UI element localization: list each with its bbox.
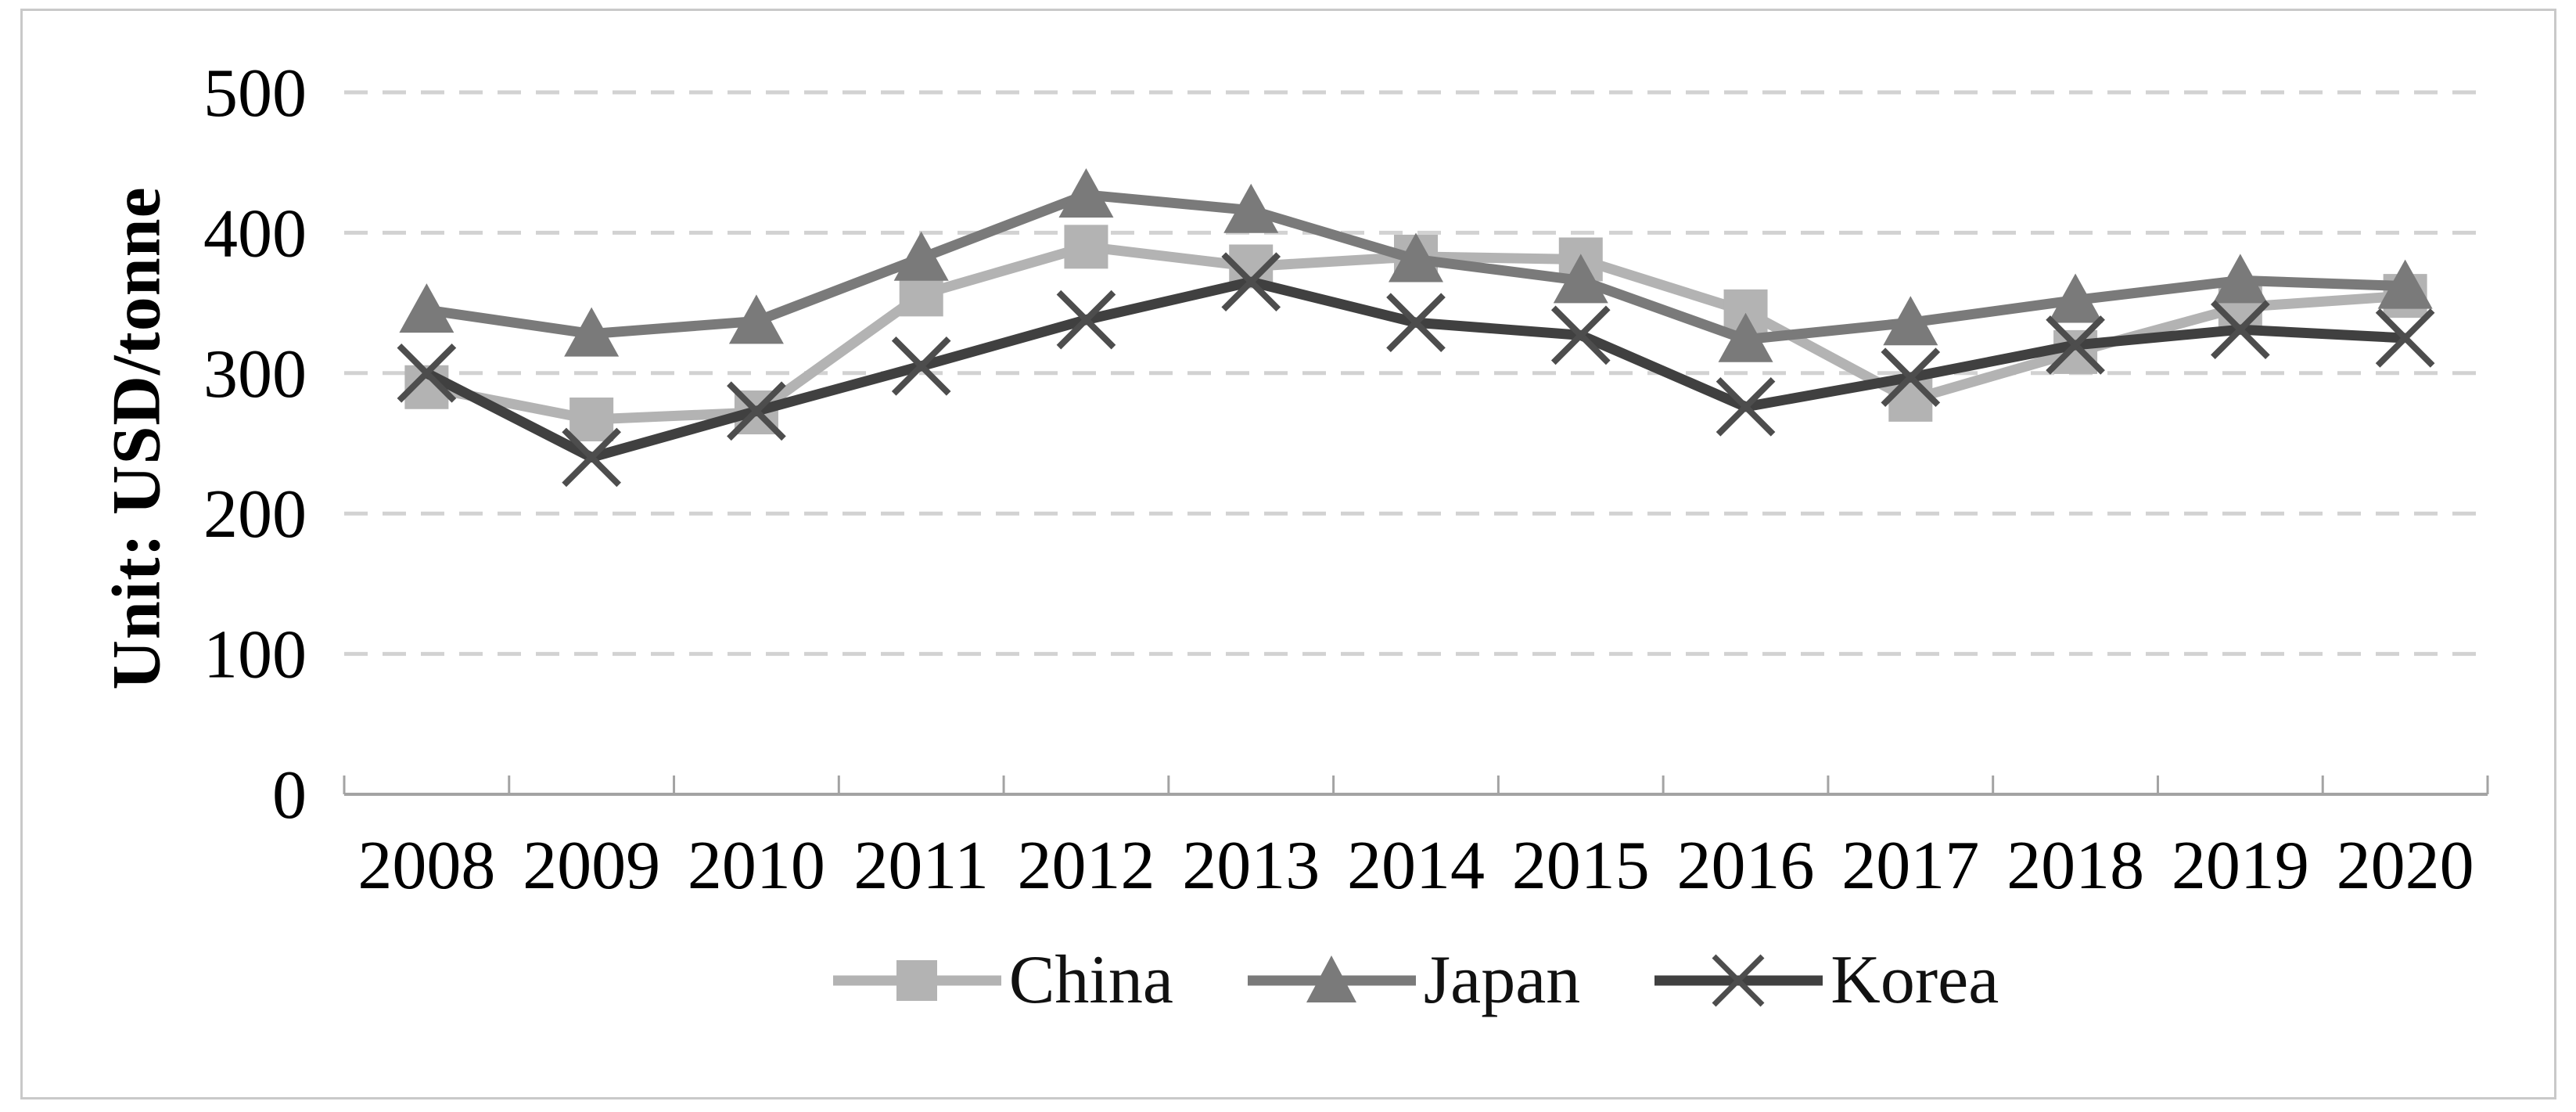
y-axis-title: Unit: USD/tonne <box>99 186 175 690</box>
japan-legend-marker-icon <box>1247 955 1416 1002</box>
chart-frame <box>20 9 2556 1099</box>
x-tick-label: 2013 <box>1182 828 1320 904</box>
y-tick-label: 100 <box>203 617 307 693</box>
china-legend-marker-icon <box>832 960 1001 1001</box>
china-marker <box>1064 225 1108 269</box>
korea-marker <box>1716 377 1776 437</box>
korea-marker <box>1386 293 1446 353</box>
korea-legend-marker-icon <box>1654 954 1823 1007</box>
y-tick-label: 0 <box>272 758 307 833</box>
y-tick-label: 200 <box>203 477 307 552</box>
korea-marker <box>1550 305 1611 365</box>
korea-marker <box>727 381 786 441</box>
y-tick-label: 500 <box>203 56 307 131</box>
korea-marker <box>2211 300 2270 360</box>
x-tick-label: 2011 <box>853 828 989 904</box>
korea-marker <box>562 427 621 488</box>
japan-marker <box>2212 254 2268 304</box>
china-marker <box>1888 377 1933 422</box>
japan-marker <box>2377 259 2433 309</box>
japan-marker <box>1223 183 1279 233</box>
japan-marker <box>2048 273 2104 323</box>
x-tick-label: 2016 <box>1677 828 1815 904</box>
japan-marker <box>1883 296 1938 346</box>
legend-item-korea: Korea <box>1654 943 1999 1017</box>
y-tick-label: 400 <box>203 196 307 272</box>
legend-item-china: China <box>832 941 1173 1018</box>
legend-label-japan: Japan <box>1423 941 1581 1018</box>
china-marker <box>569 398 614 442</box>
japan-marker <box>893 231 949 281</box>
korea-marker <box>397 343 457 403</box>
korea-marker <box>1881 347 1941 408</box>
korea-marker <box>891 336 951 396</box>
x-tick-label: 2018 <box>2007 828 2144 904</box>
japan-marker <box>1058 167 1114 218</box>
x-tick-label: 2008 <box>357 828 495 904</box>
legend: China Japan Korea <box>344 943 2488 1017</box>
japan-marker <box>1389 232 1443 282</box>
japan-marker <box>1718 312 1773 362</box>
japan-marker <box>564 307 620 357</box>
korea-marker <box>2046 315 2105 375</box>
japan-marker <box>728 294 784 344</box>
japan-marker <box>1553 254 1608 304</box>
x-tick-label: 2010 <box>688 828 825 904</box>
x-tick-label: 2014 <box>1347 828 1485 904</box>
legend-label-china: China <box>1008 941 1173 1018</box>
y-tick-label: 300 <box>203 336 307 412</box>
x-tick-label: 2015 <box>1512 828 1650 904</box>
x-tick-label: 2020 <box>2337 828 2474 904</box>
series-korea-line <box>424 276 2405 462</box>
korea-marker <box>2375 308 2435 368</box>
korea-marker <box>1056 290 1116 350</box>
x-tick-label: 2009 <box>523 828 660 904</box>
korea-marker <box>1221 252 1281 312</box>
legend-item-japan: Japan <box>1247 941 1581 1018</box>
x-tick-label: 2017 <box>1841 828 1979 904</box>
x-tick-label: 2012 <box>1017 828 1155 904</box>
japan-marker <box>399 283 454 333</box>
legend-label-korea: Korea <box>1831 941 1999 1018</box>
x-tick-label: 2019 <box>2172 828 2309 904</box>
